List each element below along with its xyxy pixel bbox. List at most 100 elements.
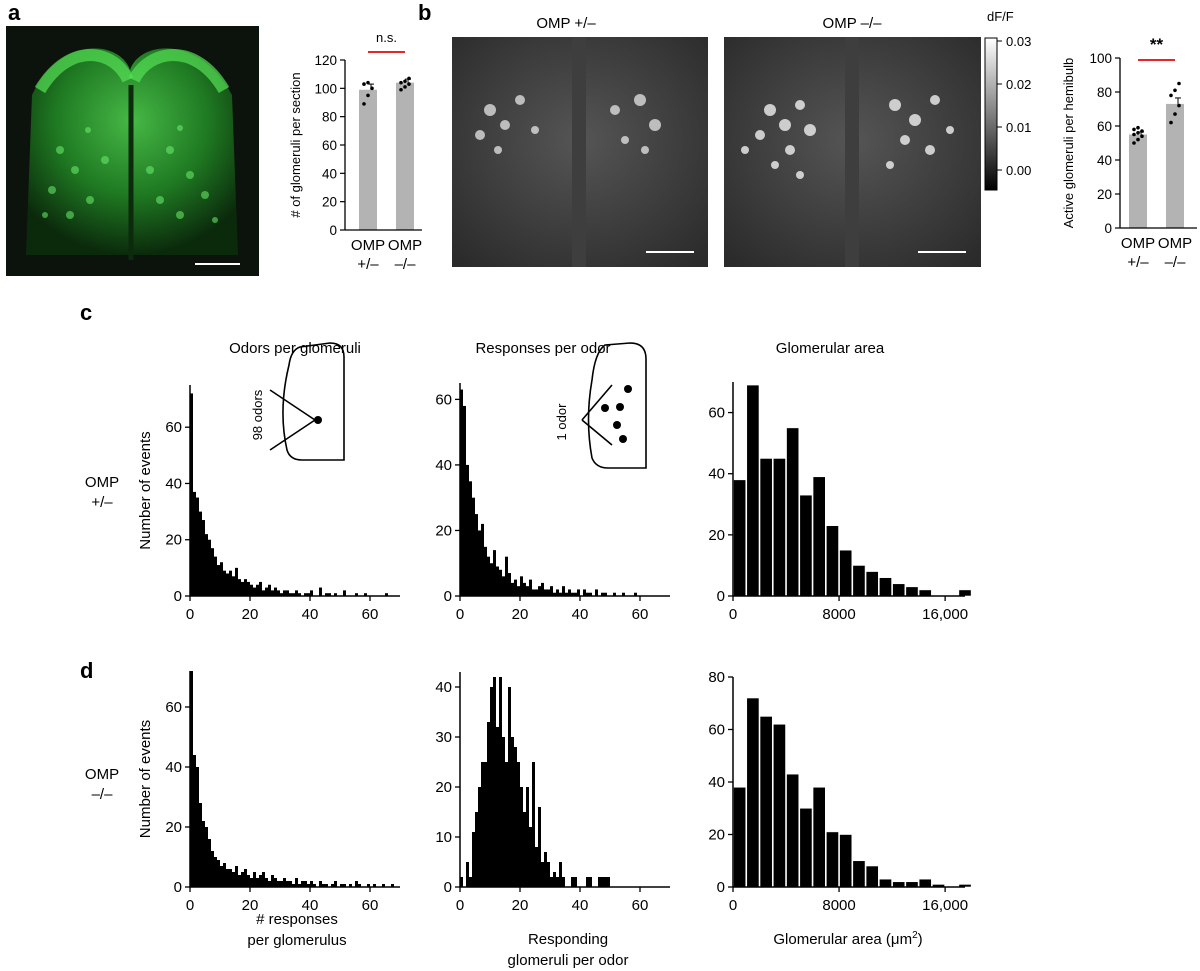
y-tick-label: 80 <box>708 669 725 686</box>
histogram-bar <box>298 884 301 887</box>
x-tick-label: 0 <box>186 606 194 623</box>
histogram-bar <box>526 586 529 596</box>
colorbar-tick: 0.03 <box>1006 34 1031 49</box>
y-tick-label: 60 <box>708 722 725 739</box>
histogram-bar <box>289 881 292 887</box>
glomerulus-dot <box>619 435 627 443</box>
histogram-bar <box>319 587 322 596</box>
histogram-bar <box>511 737 514 887</box>
histogram-bar <box>746 384 760 597</box>
histogram-c2: 0 20 40 60 0 20 40 60 <box>435 383 670 623</box>
histogram-bar <box>852 565 866 597</box>
y-tick-label: 0 <box>329 223 337 238</box>
histogram-bar <box>493 550 496 596</box>
histogram-bar <box>746 697 760 888</box>
histogram-bar <box>574 877 577 887</box>
y-tick-label: 80 <box>322 110 337 125</box>
histogram-bar <box>472 832 475 887</box>
histogram-bar <box>475 514 478 596</box>
histogram-bar <box>487 556 490 596</box>
histogram-bar <box>199 511 202 596</box>
histogram-bar <box>295 590 298 596</box>
x-tick-label: 0 <box>729 606 737 623</box>
y-tick-label: 40 <box>165 759 182 776</box>
histogram-bar <box>229 869 232 887</box>
histogram-bar <box>905 586 919 597</box>
histogram-bar <box>733 479 747 597</box>
histogram-bar <box>759 458 773 597</box>
histogram-bar <box>190 393 193 596</box>
histogram-bar <box>502 737 505 887</box>
histogram-bar <box>313 884 316 887</box>
histogram-bar <box>253 587 256 596</box>
y-tick-label: 40 <box>708 466 725 483</box>
histogram-bar <box>277 881 280 887</box>
inset-odors-per-glomeruli: 98 odors <box>250 342 345 461</box>
histogram-bar <box>481 523 484 596</box>
histogram-bar <box>301 881 304 887</box>
histogram-bar <box>307 593 310 596</box>
data-point <box>1173 88 1177 93</box>
xlabel-col3: Glomerular area (μm2) <box>773 930 922 948</box>
histogram-bar <box>484 546 487 596</box>
data-point <box>366 80 370 85</box>
row-label-c-line2: +/– <box>91 494 113 511</box>
row-label-c-line1: OMP <box>85 474 119 491</box>
y-tick-label: 40 <box>322 166 337 181</box>
x-tick-label: 0 <box>729 897 737 914</box>
histogram-bar <box>493 677 496 887</box>
histogram-bar <box>304 593 307 596</box>
histogram-bar <box>466 862 469 887</box>
histogram-bar <box>295 878 298 887</box>
x-tick-label: 40 <box>572 897 589 914</box>
histogram-bar <box>217 860 220 887</box>
histogram-bar <box>292 884 295 887</box>
histogram-bar <box>292 593 295 596</box>
x-tick-label: 40 <box>302 606 319 623</box>
y-axis-label: Number of events <box>137 431 154 549</box>
histogram-bar <box>601 592 604 596</box>
histogram-bar <box>232 576 235 596</box>
histogram-bar <box>514 579 517 596</box>
histogram-bar <box>892 881 906 888</box>
histogram-bar <box>879 577 892 597</box>
histogram-bar <box>250 878 253 887</box>
glomerulus-dot <box>601 404 609 412</box>
histogram-bar <box>544 589 547 596</box>
histogram-bar <box>241 581 244 596</box>
y-tick-label: 20 <box>1097 187 1112 202</box>
y-tick-label: 0 <box>717 588 725 605</box>
histogram-bar <box>839 834 853 888</box>
y-tick-label: 60 <box>435 391 452 408</box>
histogram-bar <box>319 881 322 887</box>
histogram-bar <box>571 877 574 887</box>
colorbar-tick: 0.02 <box>1006 77 1031 92</box>
x-tick-label: 20 <box>242 606 259 623</box>
histogram-bar <box>517 586 520 596</box>
histogram-bar <box>241 872 244 887</box>
bar-chart-b_bar: OMP +/– OMP –/– 0 20 40 60 80 100 Active glomeruli… <box>1061 35 1197 271</box>
x-tick-label: 20 <box>242 897 259 914</box>
y-axis-label: Active glomeruli per hemibulb <box>1061 58 1076 229</box>
x-tick-label: 40 <box>572 606 589 623</box>
histogram-bar <box>839 549 853 597</box>
row-label-d-line1: OMP <box>85 766 119 783</box>
histogram-bar <box>812 476 826 597</box>
histogram-bar <box>250 584 253 596</box>
inset-odor-label: 1 odor <box>554 403 569 441</box>
histogram-bar <box>589 592 592 596</box>
histogram-bar <box>825 525 839 597</box>
y-tick-label: 60 <box>1097 119 1112 134</box>
data-point <box>1140 134 1144 138</box>
histogram-bar <box>547 589 550 596</box>
y-axis-label: Number of events <box>137 720 154 838</box>
histogram-bar <box>865 571 879 597</box>
histogram-bar <box>556 877 559 887</box>
data-point <box>399 87 403 92</box>
data-point <box>1132 127 1136 132</box>
y-tick-label: 20 <box>165 532 182 549</box>
histogram-bar <box>469 877 472 887</box>
histogram-bar <box>496 727 499 887</box>
histogram-bar <box>334 881 337 887</box>
